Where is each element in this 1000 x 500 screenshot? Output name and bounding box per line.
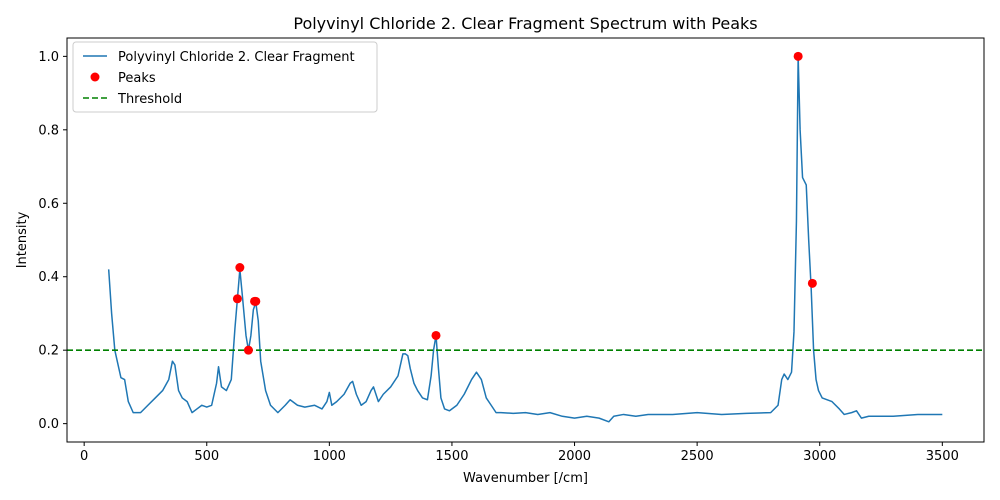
spectrum-line xyxy=(107,55,943,423)
x-tick-label: 2500 xyxy=(681,449,714,464)
plot-area xyxy=(67,51,984,423)
peak-marker xyxy=(243,345,253,355)
x-tick-label: 3000 xyxy=(803,449,836,464)
peak-marker xyxy=(431,330,441,340)
y-tick-label: 0.8 xyxy=(38,123,59,138)
x-tick-label: 1000 xyxy=(313,449,346,464)
peak-marker xyxy=(232,294,242,304)
y-tick-label: 0.6 xyxy=(38,197,59,212)
legend-label-spectrum: Polyvinyl Chloride 2. Clear Fragment xyxy=(118,50,355,65)
peak-marker xyxy=(235,263,245,273)
legend-label-threshold: Threshold xyxy=(117,92,182,107)
x-tick-label: 0 xyxy=(80,449,88,464)
chart-title: Polyvinyl Chloride 2. Clear Fragment Spe… xyxy=(293,14,757,33)
y-axis-label: Intensity xyxy=(15,211,30,268)
axes-frame xyxy=(66,37,985,443)
legend-frame xyxy=(72,41,378,113)
legend-peak-swatch xyxy=(90,72,100,82)
x-tick-label: 2000 xyxy=(558,449,591,464)
legend-label-peaks: Peaks xyxy=(118,71,156,86)
x-tick-label: 1500 xyxy=(435,449,468,464)
x-axis-label: Wavenumber [/cm] xyxy=(463,471,588,486)
y-tick-label: 1.0 xyxy=(38,50,59,65)
peak-marker xyxy=(251,296,261,306)
x-axis: 0 500 1000 1500 2000 2500 3000 3500 xyxy=(80,442,959,464)
legend: Polyvinyl Chloride 2. Clear Fragment Pea… xyxy=(72,41,378,113)
y-axis: 0.0 0.2 0.4 0.6 0.8 1.0 xyxy=(38,50,67,432)
y-tick-label: 0.4 xyxy=(38,270,59,285)
peak-marker xyxy=(793,51,803,61)
x-tick-label: 3500 xyxy=(926,449,959,464)
x-tick-label: 500 xyxy=(194,449,219,464)
y-tick-label: 0.2 xyxy=(38,344,59,359)
peak-marker xyxy=(807,278,817,288)
y-tick-label: 0.0 xyxy=(38,417,59,432)
